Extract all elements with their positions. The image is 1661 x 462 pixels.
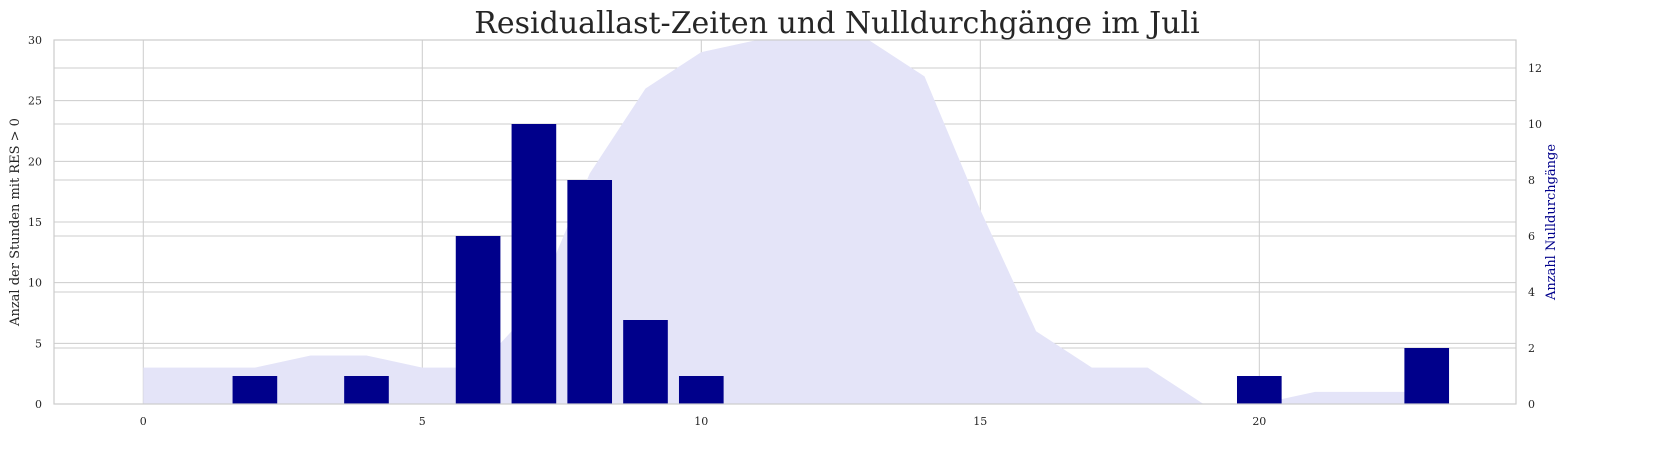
- x-tick-label: 15: [973, 415, 987, 428]
- y2-tick-label: 2: [1528, 342, 1535, 355]
- y-tick-label: 5: [35, 337, 42, 350]
- x-tick-label: 0: [140, 415, 147, 428]
- y-tick-label: 10: [28, 277, 42, 290]
- bar: [1404, 348, 1450, 404]
- plot-frame: [53, 39, 1517, 405]
- bar: [567, 180, 613, 404]
- y2-axis-label: Anzahl Nulldurchgänge: [1544, 144, 1559, 301]
- y-axis-label: Anzal der Stunden mit RES > 0: [8, 118, 23, 327]
- area-series: [143, 40, 1427, 404]
- x-tick-label: 20: [1252, 415, 1266, 428]
- x-tick-label: 5: [419, 415, 426, 428]
- y2-tick-label: 4: [1528, 286, 1535, 299]
- y-tick-label: 0: [35, 398, 42, 411]
- y-tick-label: 25: [28, 95, 42, 108]
- y2-tick-label: 12: [1528, 62, 1542, 75]
- bar-series: [232, 124, 1450, 404]
- bar: [678, 376, 724, 404]
- bar: [232, 376, 278, 404]
- x-tick-label: 10: [694, 415, 708, 428]
- x-axis: 0 5 10 15 20: [140, 415, 1267, 428]
- y-tick-label: 15: [28, 216, 42, 229]
- y2-tick-label: 0: [1528, 398, 1535, 411]
- y2-tick-label: 8: [1528, 174, 1535, 187]
- bar: [1236, 376, 1282, 404]
- bar: [623, 320, 668, 404]
- plot-border: [53, 39, 1517, 405]
- y-tick-label: 20: [28, 155, 42, 168]
- y-axis-right: 0 2 4 6 8 10 12: [1528, 62, 1542, 411]
- y2-tick-label: 10: [1528, 118, 1542, 131]
- y2-tick-label: 6: [1528, 230, 1535, 243]
- y-axis-left: 0 5 10 15 20 25 30: [28, 34, 42, 411]
- bar: [511, 124, 557, 404]
- bar: [344, 376, 389, 404]
- chart-title: Residuallast-Zeiten und Nulldurchgänge i…: [474, 6, 1199, 41]
- y-tick-label: 30: [28, 34, 42, 47]
- bar: [455, 236, 501, 404]
- area-fill: [143, 40, 1427, 404]
